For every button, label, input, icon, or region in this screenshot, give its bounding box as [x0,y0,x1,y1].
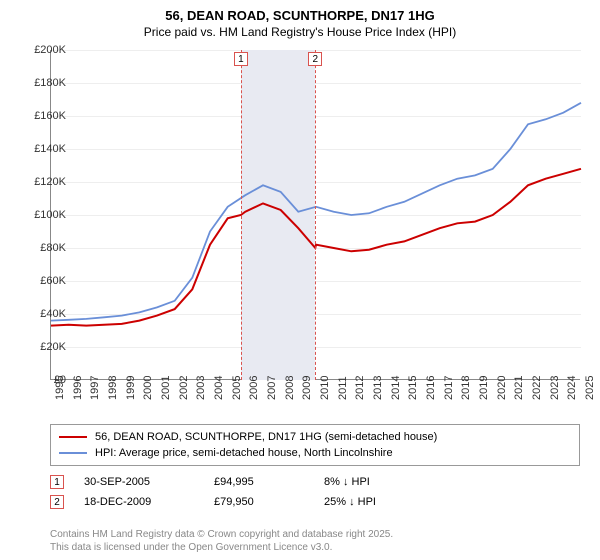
marker-num-box: 2 [50,495,64,509]
x-axis-label: 2018 [460,376,472,400]
x-axis-label: 2022 [531,376,543,400]
x-axis-label: 2002 [178,376,190,400]
y-axis-label: £160K [34,110,66,122]
x-axis-label: 2013 [372,376,384,400]
x-axis-label: 2006 [248,376,260,400]
marker-date: 18-DEC-2009 [84,496,194,508]
y-axis-label: £180K [34,77,66,89]
legend-box: 56, DEAN ROAD, SCUNTHORPE, DN17 1HG (sem… [50,424,580,466]
y-axis-label: £140K [34,143,66,155]
marker-table: 1 30-SEP-2005 £94,995 8% ↓ HPI 2 18-DEC-2009 £… [50,472,580,512]
x-axis-label: 2023 [549,376,561,400]
x-axis-label: 2025 [584,376,596,400]
marker-table-row: 2 18-DEC-2009 £79,950 25% ↓ HPI [50,492,580,512]
footer-line-1: Contains HM Land Registry data © Crown c… [50,528,393,541]
x-axis-label: 2017 [443,376,455,400]
x-axis-label: 1997 [89,376,101,400]
footer-text: Contains HM Land Registry data © Crown c… [50,528,393,554]
x-axis-label: 2012 [354,376,366,400]
x-axis-label: 2011 [337,376,349,400]
x-axis-label: 1999 [125,376,137,400]
y-axis-label: £120K [34,176,66,188]
x-axis-label: 1998 [107,376,119,400]
legend-item: 56, DEAN ROAD, SCUNTHORPE, DN17 1HG (sem… [59,429,571,445]
x-axis-label: 2009 [301,376,313,400]
legend-item: HPI: Average price, semi-detached house,… [59,445,571,461]
marker-price: £94,995 [214,476,304,488]
y-axis-label: £60K [40,275,66,287]
legend-label: HPI: Average price, semi-detached house,… [95,447,393,459]
x-axis-label: 2000 [142,376,154,400]
x-axis-label: 2014 [390,376,402,400]
x-axis-label: 2004 [213,376,225,400]
chart-plot-area: 12 [50,50,580,380]
x-axis-label: 2005 [231,376,243,400]
x-axis-label: 2003 [195,376,207,400]
legend-swatch [59,452,87,454]
x-axis-label: 1996 [72,376,84,400]
y-axis-label: £200K [34,44,66,56]
marker-table-row: 1 30-SEP-2005 £94,995 8% ↓ HPI [50,472,580,492]
x-axis-label: 2020 [496,376,508,400]
chart-title: 56, DEAN ROAD, SCUNTHORPE, DN17 1HG [0,0,600,25]
x-axis-label: 2010 [319,376,331,400]
marker-delta: 8% ↓ HPI [324,476,370,488]
y-axis-label: £40K [40,308,66,320]
x-axis-label: 2008 [284,376,296,400]
x-axis-label: 1995 [54,376,66,400]
footer-line-2: This data is licensed under the Open Gov… [50,541,393,554]
marker-num-box: 1 [50,475,64,489]
x-axis-label: 2016 [425,376,437,400]
x-axis-label: 2021 [513,376,525,400]
y-axis-label: £80K [40,242,66,254]
x-axis-label: 2015 [407,376,419,400]
marker-badge: 2 [308,52,322,66]
x-axis-label: 2007 [266,376,278,400]
y-axis-label: £100K [34,209,66,221]
x-axis-label: 2024 [566,376,578,400]
chart-subtitle: Price paid vs. HM Land Registry's House … [0,25,600,45]
legend-label: 56, DEAN ROAD, SCUNTHORPE, DN17 1HG (sem… [95,431,437,443]
x-axis-label: 2019 [478,376,490,400]
marker-delta: 25% ↓ HPI [324,496,376,508]
marker-price: £79,950 [214,496,304,508]
marker-date: 30-SEP-2005 [84,476,194,488]
legend-swatch [59,436,87,438]
x-axis-label: 2001 [160,376,172,400]
marker-badge: 1 [234,52,248,66]
y-axis-label: £20K [40,341,66,353]
